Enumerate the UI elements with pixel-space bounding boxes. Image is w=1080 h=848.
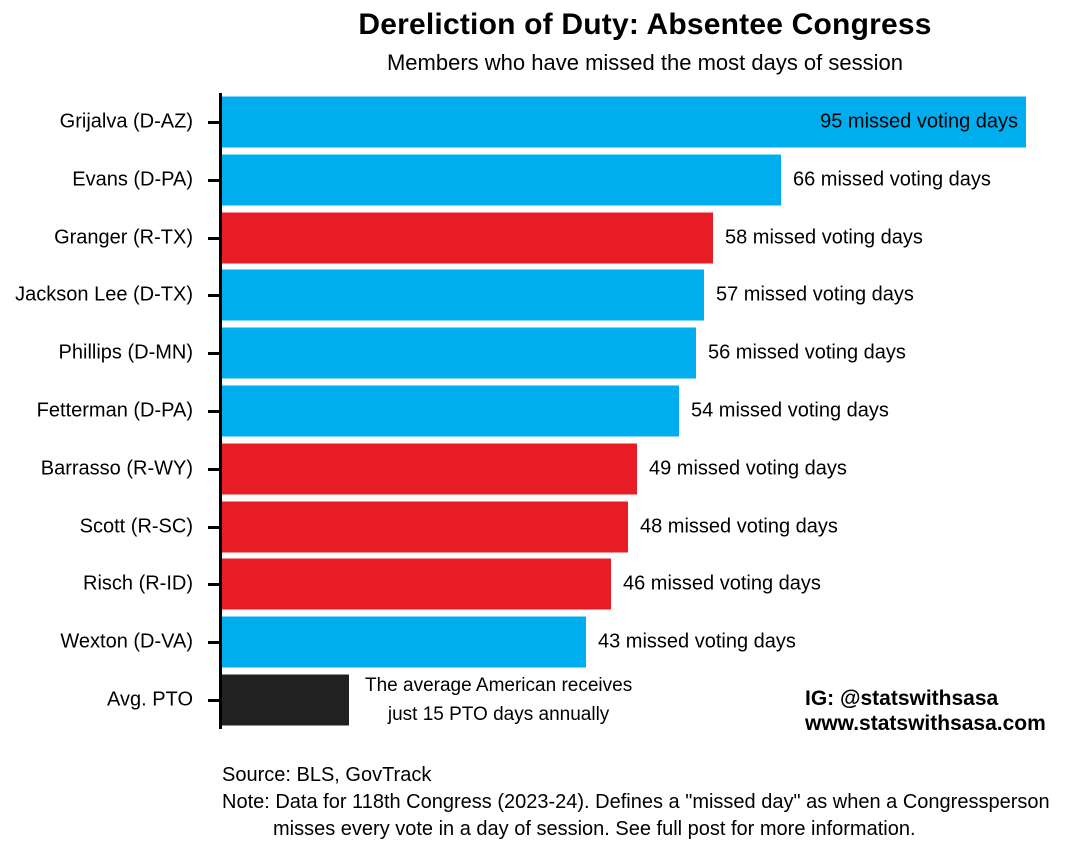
footer-notes: Source: BLS, GovTrack Note: Data for 118… bbox=[222, 762, 1050, 843]
y-axis-line bbox=[219, 93, 222, 729]
bar-row: Grijalva (D-AZ) 95 missed voting days bbox=[60, 93, 1026, 151]
bar-row: Granger (R-TX) 58 missed voting days bbox=[54, 209, 1026, 267]
axis-tick bbox=[208, 352, 219, 356]
bar-row: Risch (R-ID) 46 missed voting days bbox=[83, 556, 1026, 614]
value-label: 95 missed voting days bbox=[820, 110, 1018, 133]
note-line-1: Note: Data for 118th Congress (2023-24).… bbox=[222, 791, 1050, 813]
axis-tick bbox=[208, 699, 219, 703]
value-label: 66 missed voting days bbox=[793, 168, 991, 191]
category-label: Granger (R-TX) bbox=[54, 226, 193, 249]
axis-tick bbox=[208, 120, 219, 124]
bar-republican bbox=[222, 212, 713, 264]
bar-democrat bbox=[222, 269, 704, 321]
website-url: www.statswithsasa.com bbox=[805, 712, 1046, 735]
category-label: Phillips (D-MN) bbox=[58, 341, 193, 364]
axis-tick bbox=[208, 178, 219, 182]
bar-row: Evans (D-PA) 66 missed voting days bbox=[72, 151, 1026, 209]
bar-democrat bbox=[222, 96, 1026, 148]
bar-neutral bbox=[222, 674, 349, 726]
pto-annotation-line-2: just 15 PTO days annually bbox=[387, 704, 610, 726]
note-line-2: misses every vote in a day of session. S… bbox=[273, 818, 916, 840]
bar-republican bbox=[222, 558, 611, 610]
axis-tick bbox=[208, 525, 219, 529]
category-label: Jackson Lee (D-TX) bbox=[15, 283, 193, 306]
category-label: Wexton (D-VA) bbox=[60, 630, 193, 653]
bar-row: Wexton (D-VA) 43 missed voting days bbox=[60, 613, 1026, 671]
bar-row: Barrasso (R-WY) 49 missed voting days bbox=[41, 440, 1026, 498]
value-label: 48 missed voting days bbox=[640, 515, 838, 538]
category-label: Risch (R-ID) bbox=[83, 572, 193, 595]
bar-row: Fetterman (D-PA) 54 missed voting days bbox=[37, 382, 1026, 440]
bar-democrat bbox=[222, 385, 679, 437]
axis-tick bbox=[208, 583, 219, 587]
axis-tick bbox=[208, 294, 219, 298]
value-label: 57 missed voting days bbox=[716, 283, 914, 306]
instagram-handle: IG: @statswithsasa bbox=[805, 687, 999, 710]
value-label: 56 missed voting days bbox=[708, 341, 906, 364]
value-label: 49 missed voting days bbox=[649, 457, 847, 480]
chart-subtitle: Members who have missed the most days of… bbox=[386, 50, 903, 75]
category-label: Grijalva (D-AZ) bbox=[59, 110, 193, 133]
bar-democrat bbox=[222, 154, 781, 206]
source-line: Source: BLS, GovTrack bbox=[222, 764, 432, 786]
pto-annotation-line-1: The average American receives bbox=[365, 675, 633, 697]
value-label: 54 missed voting days bbox=[691, 399, 889, 422]
bar-republican bbox=[222, 443, 637, 495]
bar-row: Phillips (D-MN) 56 missed voting days bbox=[59, 324, 1026, 382]
category-label: Evans (D-PA) bbox=[72, 168, 193, 191]
pto-annotation: The average American receives just 15 PTO… bbox=[365, 671, 632, 729]
category-label: Barrasso (R-WY) bbox=[40, 457, 193, 480]
axis-tick bbox=[208, 236, 219, 240]
category-label: Fetterman (D-PA) bbox=[36, 399, 193, 422]
bar-democrat bbox=[222, 327, 696, 379]
value-label: 58 missed voting days bbox=[725, 226, 923, 249]
category-label: Avg. PTO bbox=[107, 688, 193, 711]
bar-republican bbox=[222, 501, 628, 553]
axis-tick bbox=[208, 409, 219, 413]
value-label: 43 missed voting days bbox=[598, 630, 796, 653]
bar-row: Scott (R-SC) 48 missed voting days bbox=[80, 498, 1026, 556]
bar-row: Avg. PTO The average American receives jus… bbox=[107, 671, 1026, 729]
bar-row: Jackson Lee (D-TX) 57 missed voting days bbox=[15, 266, 1026, 324]
social-credit: IG: @statswithsasa www.statswithsasa.com bbox=[805, 686, 1046, 736]
bar-democrat bbox=[222, 616, 586, 668]
axis-tick bbox=[208, 467, 219, 471]
value-label: 46 missed voting days bbox=[623, 572, 821, 595]
category-label: Scott (R-SC) bbox=[79, 515, 193, 538]
chart-title: Dereliction of Duty: Absentee Congress bbox=[358, 8, 932, 41]
plot-area: Grijalva (D-AZ) 95 missed voting days Evan… bbox=[15, 93, 1026, 729]
axis-tick bbox=[208, 641, 219, 645]
